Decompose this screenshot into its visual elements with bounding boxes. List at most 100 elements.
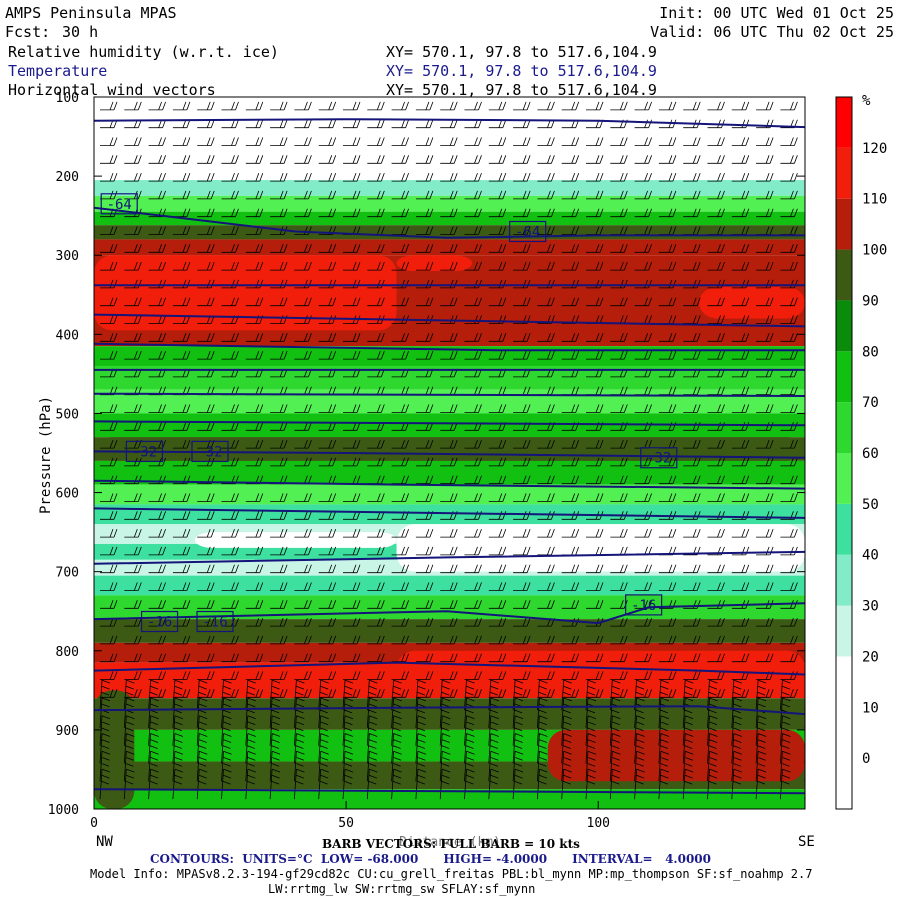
y-tick-label-4: 500 (56, 407, 79, 422)
svg-text:-16: -16 (631, 598, 656, 614)
colorbar-label-6: 60 (862, 446, 879, 462)
svg-text:-64: -64 (515, 224, 540, 240)
rh-patch-0 (94, 255, 397, 331)
colorbar-label-0: 0 (862, 751, 870, 767)
colorbar-swatch-8 (836, 351, 852, 403)
x-axis-label: Distance (km) (399, 835, 501, 850)
forecast-label: Fcst: (5, 23, 51, 41)
rh-band-19 (94, 595, 805, 620)
colorbar-label-2: 20 (862, 649, 879, 665)
field-name-wind: Horizontal wind vectors (8, 81, 216, 99)
temperature-contour-7 (94, 420, 805, 427)
rh-band-18 (94, 575, 805, 596)
y-tick-label-6: 700 (56, 566, 79, 581)
temperature-contour-4 (94, 342, 805, 352)
temperature-contour-10 (94, 507, 805, 519)
colorbar-label-11: 110 (862, 192, 887, 208)
svg-text:-32: -32 (646, 451, 671, 467)
x-tick-label-2: 100 (587, 816, 610, 831)
colorbar-swatch-6 (836, 453, 852, 504)
x-tick-label-1: 50 (338, 816, 354, 831)
contours-note: CONTOURS: UNITS=°C LOW= -68.000 HIGH= -4… (150, 852, 712, 866)
temperature-contour-11 (94, 550, 805, 565)
x-left-label: NW (96, 834, 113, 850)
temperature-contour-6 (94, 392, 805, 397)
colorbar-label-4: 40 (862, 548, 879, 564)
colorbar-label-9: 90 (862, 293, 879, 309)
y-tick-label-1: 200 (56, 170, 79, 185)
svg-text:-16: -16 (202, 615, 227, 631)
model-name: AMPS Peninsula MPAS (5, 4, 177, 22)
colorbar-label-7: 70 (862, 395, 879, 411)
contour-label-2: -32 (125, 440, 164, 463)
temperature-contour-3 (94, 313, 805, 328)
rh-band-2 (94, 195, 805, 212)
x-right-label: SE (798, 834, 815, 850)
wind-barb-paths (99, 101, 805, 800)
temperature-contour-13 (94, 661, 805, 676)
colorbar-frame (835, 96, 853, 810)
field-xy-rh: XY= 570.1, 97.8 to 517.6,104.9 (386, 43, 657, 61)
colorbar-swatch-13 (836, 97, 852, 148)
contour-label-4: -32 (640, 447, 678, 469)
svg-text:-32: -32 (132, 444, 157, 460)
temperature-contour-8 (94, 450, 805, 459)
y-tick-label-5: 600 (56, 487, 79, 502)
rh-band-10 (94, 413, 805, 438)
contour-label-5: -16 (140, 610, 179, 633)
colorbar-label-8: 80 (862, 344, 879, 360)
colorbar-label-12: 120 (862, 141, 887, 157)
y-tick-label-7: 800 (56, 645, 79, 660)
init-time: Init: 00 UTC Wed 01 Oct 25 (659, 4, 894, 22)
colorbar-unit: % (862, 93, 871, 109)
rh-band-14 (94, 504, 805, 525)
rh-band-23 (94, 698, 805, 730)
plot-frame (93, 96, 806, 810)
contour-label-3: -32 (191, 440, 229, 463)
rh-band-13 (94, 484, 805, 505)
colorbar-swatch-7 (836, 402, 852, 453)
temperature-contour-9 (94, 479, 805, 490)
colorbar-swatch-0 (836, 758, 852, 809)
contour-label-6: -16 (196, 610, 234, 633)
field-name-temperature: Temperature (8, 62, 108, 80)
colorbar-label-10: 100 (862, 243, 887, 259)
contour-label-0: -64 (100, 193, 138, 215)
rh-patch-1 (396, 255, 473, 272)
temperature-contour-14 (94, 705, 805, 716)
model-info: Model Info: MPASv8.2.3-194-gf29cd82c CU:… (90, 867, 813, 881)
rh-patch-2 (699, 286, 805, 319)
rh-patch-5 (194, 532, 397, 548)
colorbar-swatch-11 (836, 198, 852, 250)
colorbar-swatch-5 (836, 503, 852, 555)
wind-barbs (99, 101, 805, 800)
rh-band-8 (94, 365, 805, 390)
colorbar-label-1: 10 (862, 700, 879, 716)
y-tick-label-0: 100 (56, 91, 79, 106)
rh-band-3 (94, 211, 805, 226)
rh-band-5 (94, 239, 805, 256)
field-xy-wind: XY= 570.1, 97.8 to 517.6,104.9 (386, 81, 657, 99)
y-axis-label: Pressure (hPa) (38, 396, 54, 514)
contour-label-1: -64 (509, 220, 547, 243)
model-info-physics: LW:rrtmg_lw SW:rrtmg_sw SFLAY:sf_mynn (268, 882, 536, 896)
colorbar-swatch-4 (836, 554, 852, 606)
rh-patch-4 (396, 524, 805, 572)
temperature-contour-15 (94, 788, 805, 795)
svg-text:-32: -32 (197, 444, 222, 460)
barb-note: BARB VECTORS: FULL BARB = 10 kts (322, 837, 580, 851)
svg-text:-16: -16 (147, 615, 172, 631)
rh-band-12 (94, 460, 805, 485)
contour-label-7: -16 (625, 594, 663, 616)
valid-time: Valid: 06 UTC Thu 02 Oct 25 (650, 23, 894, 41)
temperature-contour-12 (94, 602, 805, 625)
colorbar-swatch-3 (836, 605, 852, 657)
colorbar-label-3: 30 (862, 599, 879, 615)
colorbar-swatch-2 (836, 656, 852, 708)
colorbar-swatch-9 (836, 300, 852, 352)
forecast-hours: 30 h (62, 23, 99, 41)
temperature-contour-0 (94, 118, 805, 129)
temperature-contour-1 (94, 206, 805, 239)
rh-band-0 (94, 97, 805, 181)
